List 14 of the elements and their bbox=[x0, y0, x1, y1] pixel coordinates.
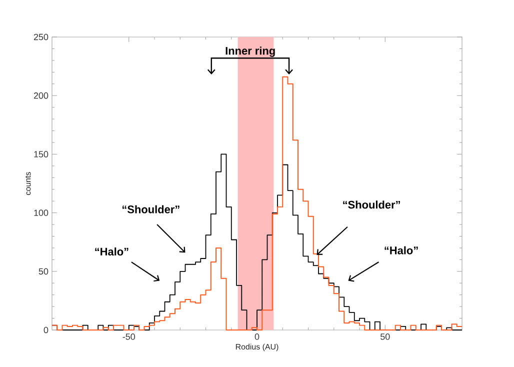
y-tick-label: 250 bbox=[34, 34, 48, 40]
y-tick-label: 200 bbox=[34, 92, 48, 99]
y-tick-label: 150 bbox=[34, 151, 48, 158]
annotation: Inner ring bbox=[226, 46, 275, 57]
x-tick-label: -50 bbox=[122, 334, 136, 340]
x-tick-label: 0 bbox=[254, 334, 260, 340]
y-tick-label: 0 bbox=[44, 326, 48, 334]
annotation: “Halo” bbox=[95, 247, 128, 256]
y-tick-label: 50 bbox=[38, 268, 48, 275]
annotation: “Shoulder” bbox=[122, 205, 180, 214]
annotation: “Shoulder” bbox=[343, 200, 400, 209]
x-tick-label: 50 bbox=[380, 334, 390, 340]
annotation: “Halo” bbox=[384, 246, 418, 254]
y-tick-label: 100 bbox=[34, 210, 48, 216]
